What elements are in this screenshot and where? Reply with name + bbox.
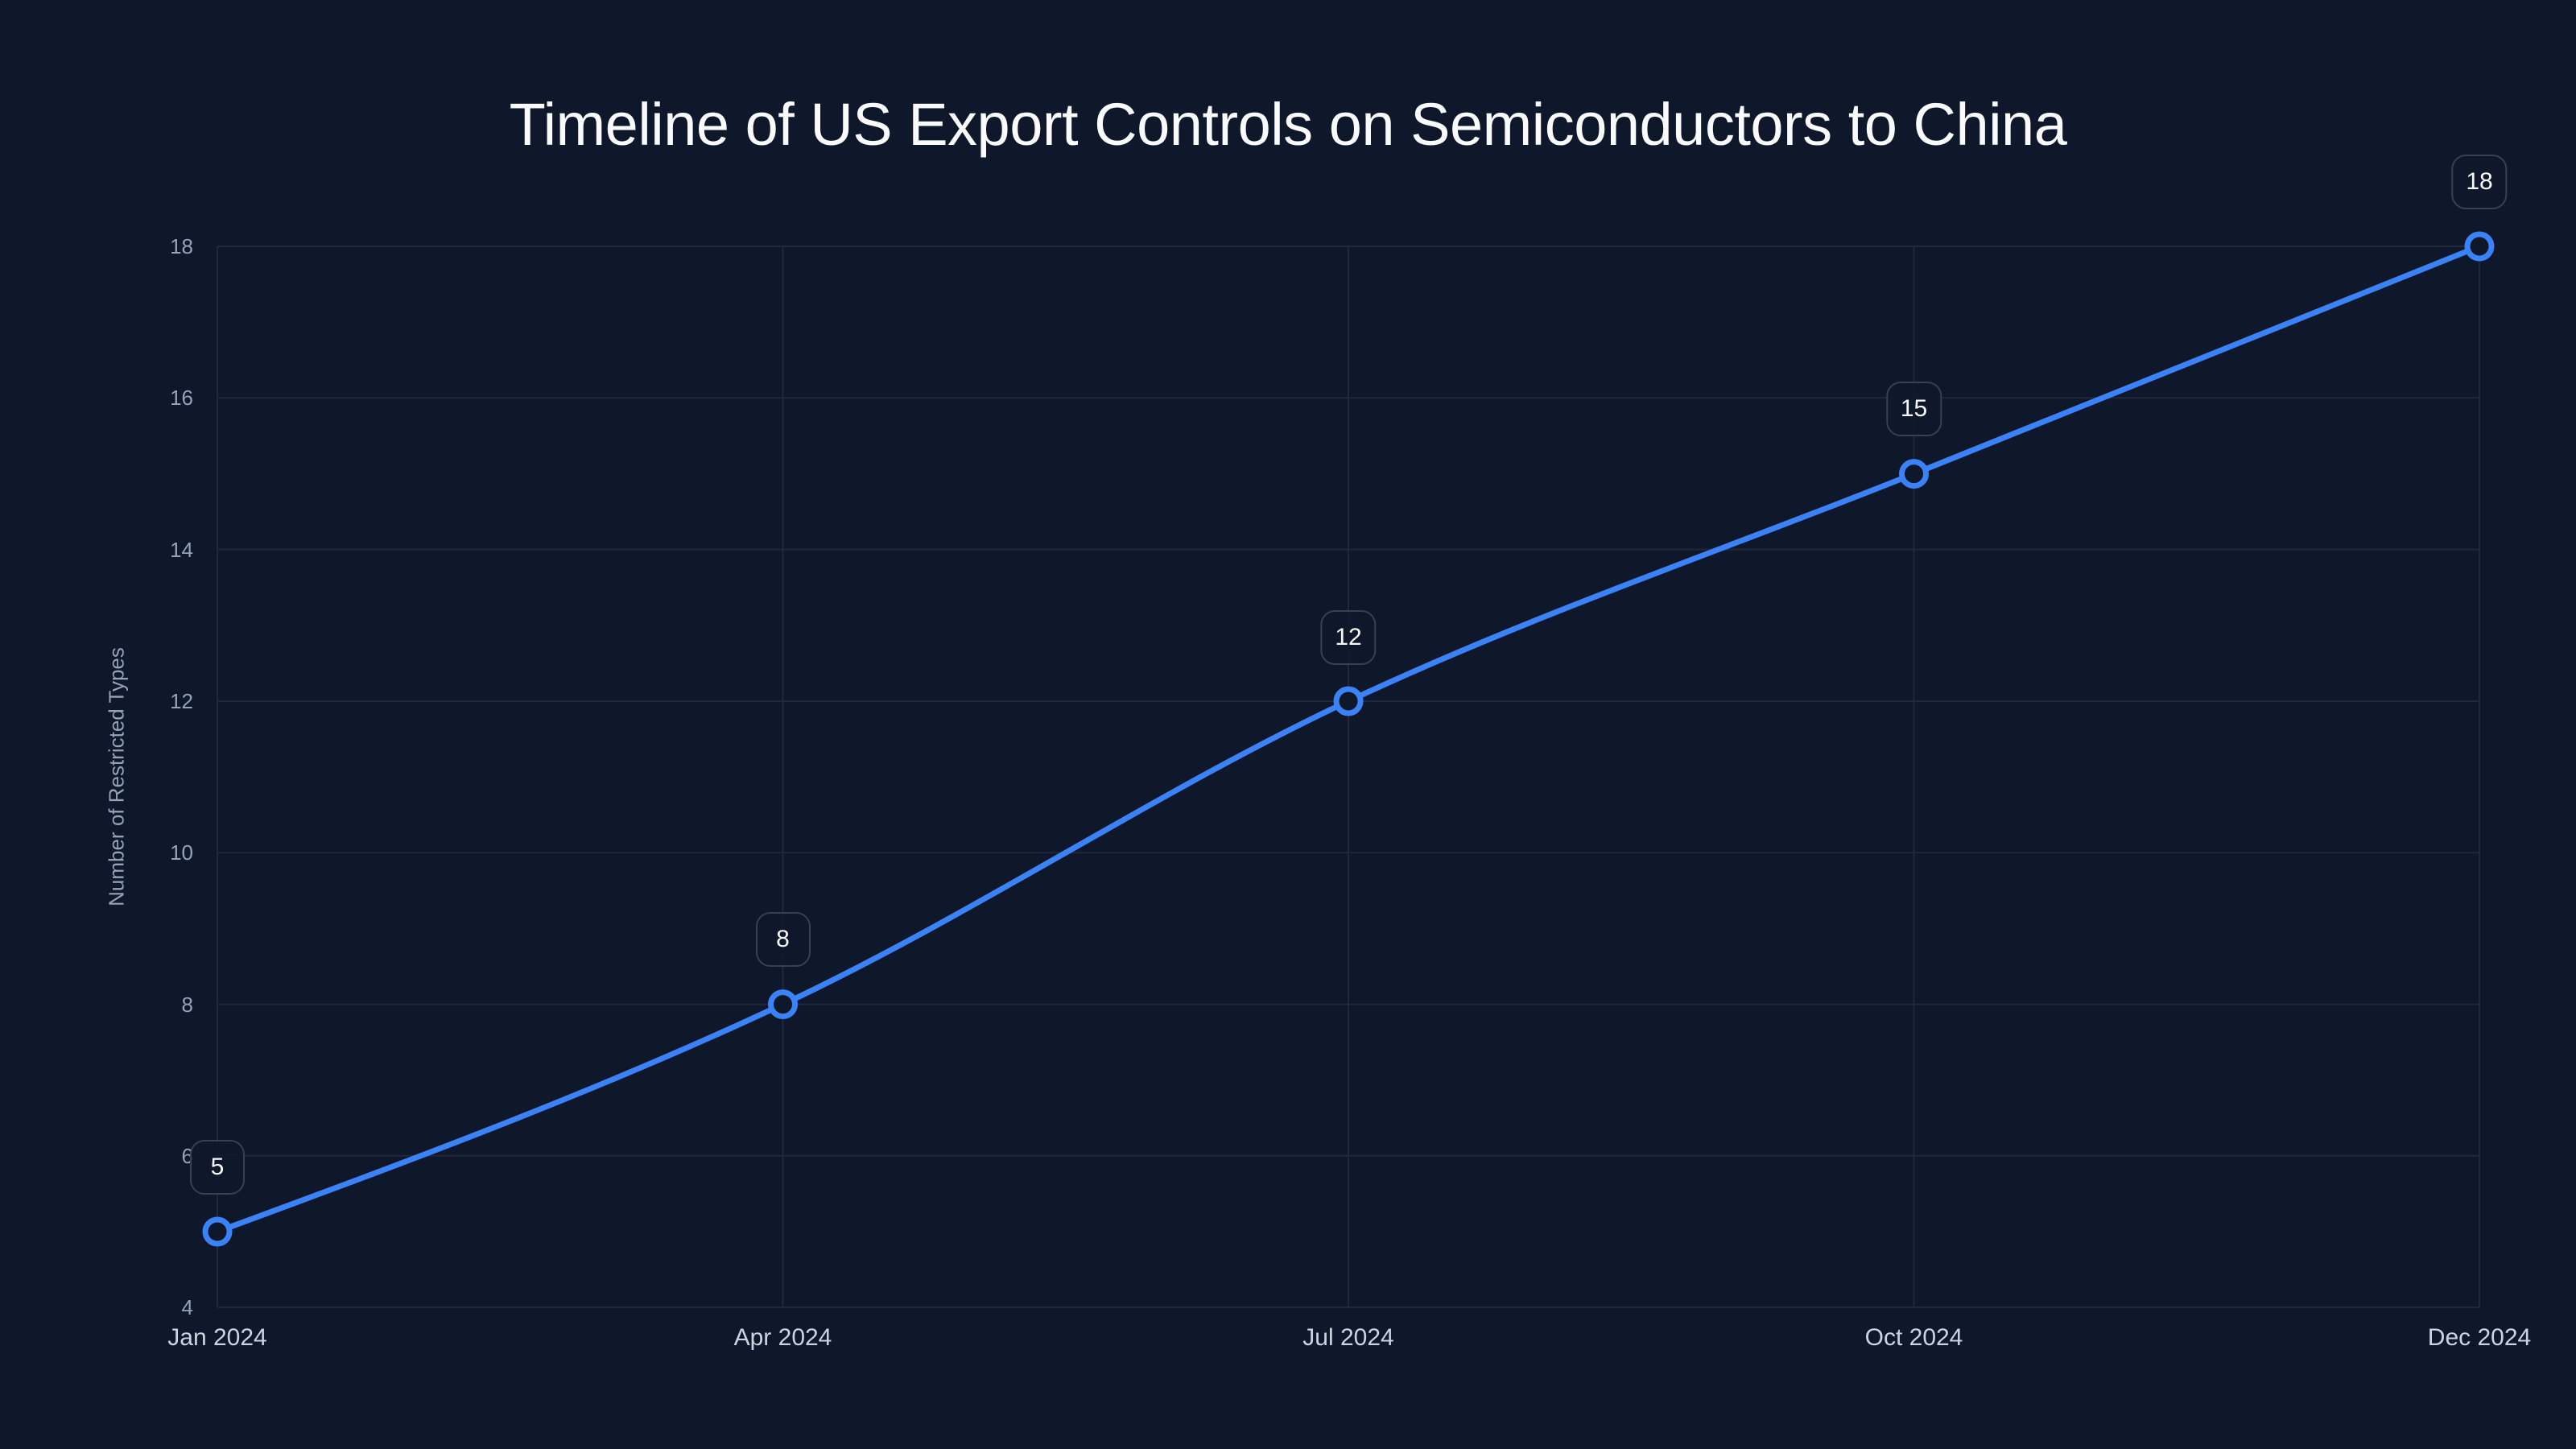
x-tick-oct-2024: Oct 2024 [1864,1324,1963,1351]
y-tick-8: 8 [181,993,193,1017]
data-point-oct[interactable] [1899,459,1929,489]
y-tick-12: 12 [170,689,193,713]
y-tick-18: 18 [170,234,193,258]
y-tick-6: 6 [181,1144,193,1168]
y-axis-label: Number of Restricted Types [104,647,129,906]
data-label-jul: 12 [1320,610,1377,665]
y-tick-4: 4 [181,1295,193,1319]
data-label-jan: 5 [190,1140,245,1195]
data-label-oct: 15 [1885,382,1942,436]
data-label-dec: 18 [2451,155,2508,209]
x-tick-jan-2024: Jan 2024 [167,1324,267,1351]
data-point-jan[interactable] [202,1216,233,1247]
y-tick-10: 10 [170,840,193,865]
x-tick-dec-2024: Dec 2024 [2427,1324,2532,1351]
data-point-apr[interactable] [768,989,798,1020]
data-point-dec[interactable] [2464,231,2495,262]
gridlines [217,246,2480,1308]
x-tick-jul-2024: Jul 2024 [1302,1324,1394,1351]
y-tick-14: 14 [170,538,193,562]
x-tick-apr-2024: Apr 2024 [733,1324,832,1351]
y-tick-16: 16 [170,386,193,410]
data-points [202,231,2495,1247]
data-point-jul[interactable] [1333,686,1364,716]
data-label-apr: 8 [755,912,811,967]
chart-title: Timeline of US Export Controls on Semico… [509,91,2067,158]
